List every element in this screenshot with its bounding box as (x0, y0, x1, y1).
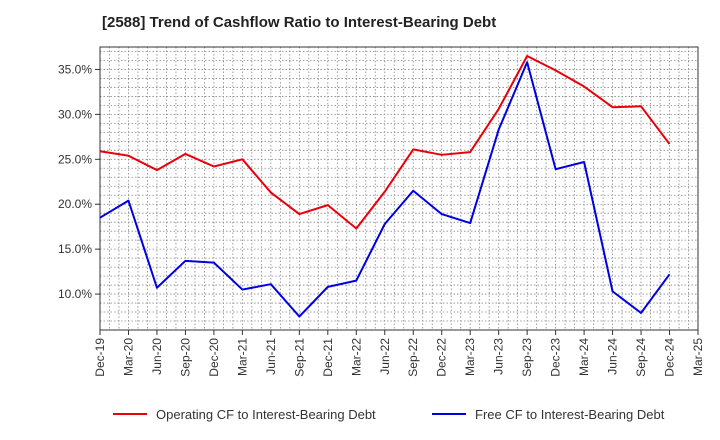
legend-label-1: Operating CF to Interest-Bearing Debt (156, 407, 376, 422)
x-tick-label: Sep-23 (520, 338, 534, 377)
y-tick-label: 10.0% (58, 287, 92, 301)
y-axis: 10.0% 15.0% 20.0% 25.0% 30.0% 35.0% (58, 62, 100, 301)
plot-area-frame (99, 46, 699, 331)
y-tick-label: 30.0% (58, 107, 92, 121)
x-tick-label: Mar-23 (463, 338, 477, 376)
y-tick-label: 15.0% (58, 242, 92, 256)
x-tick-label: Sep-21 (292, 338, 306, 377)
y-tick-label: 35.0% (58, 62, 92, 76)
x-tick-label: Jun-24 (606, 338, 620, 375)
x-tick-label: Jun-22 (378, 338, 392, 375)
x-axis: Dec-19 Mar-20 Jun-20 Sep-20 Dec-20 Mar-21 Jun-… (93, 330, 705, 377)
y-tick-label: 20.0% (58, 197, 92, 211)
series-line-2 (99, 61, 671, 318)
x-tick-label: Mar-22 (349, 338, 363, 376)
x-tick-label: Sep-20 (178, 338, 192, 377)
x-tick-label: Mar-21 (235, 338, 249, 376)
series-line-1 (99, 54, 671, 230)
legend: Operating CF to Interest-Bearing Debt Fre… (113, 407, 665, 422)
x-tick-label: Sep-22 (406, 338, 420, 377)
series-lines (99, 54, 671, 318)
chart-title: [2588] Trend of Cashflow Ratio to Intere… (102, 14, 497, 31)
x-tick-label: Mar-25 (691, 338, 705, 376)
x-tick-label: Dec-24 (663, 338, 677, 377)
legend-label-2: Free CF to Interest-Bearing Debt (475, 407, 665, 422)
x-tick-label: Dec-22 (435, 338, 449, 377)
x-tick-label: Sep-24 (634, 338, 648, 377)
x-tick-label: Dec-19 (93, 338, 107, 377)
x-tick-label: Jun-20 (150, 338, 164, 375)
y-tick-label: 25.0% (58, 152, 92, 166)
x-tick-label: Jun-21 (264, 338, 278, 375)
x-tick-label: Mar-20 (121, 338, 135, 376)
x-tick-label: Dec-23 (549, 338, 563, 377)
x-tick-label: Jun-23 (492, 338, 506, 375)
x-tick-label: Dec-20 (207, 338, 221, 377)
grid (100, 47, 698, 331)
x-tick-label: Dec-21 (321, 338, 335, 377)
x-tick-label: Mar-24 (577, 338, 591, 376)
